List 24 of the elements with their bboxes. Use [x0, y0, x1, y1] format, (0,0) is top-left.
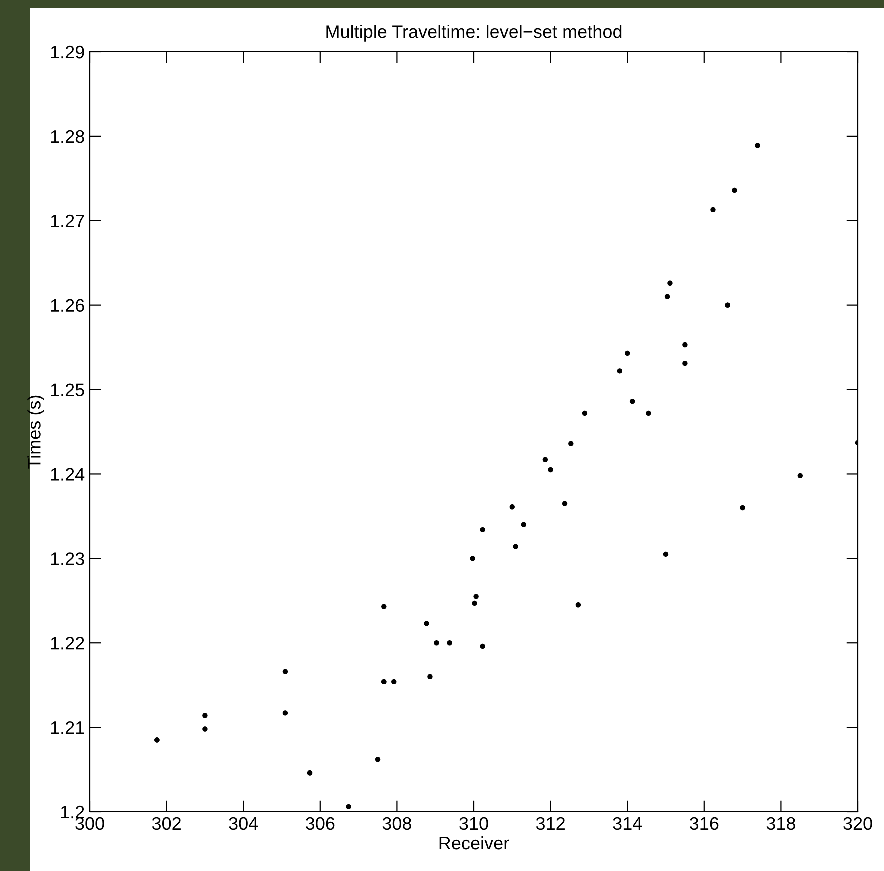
x-tick-label: 308	[382, 817, 412, 830]
y-tick-label: 1.25	[51, 384, 84, 396]
y-tick-label: 1.27	[51, 214, 84, 228]
x-tick-label: 320	[844, 817, 872, 830]
chart-title: Multiple Traveltime: level−set method	[326, 25, 622, 42]
y-tick-label: 1.21	[51, 721, 84, 734]
x-axis-title: Receiver	[440, 836, 510, 850]
x-tick-label: 316	[690, 817, 719, 830]
x-tick-label: 306	[306, 817, 335, 830]
y-tick-label: 1.26	[51, 299, 84, 312]
x-tick-label: 302	[152, 817, 181, 830]
y-tick-label: 1.24	[51, 468, 85, 481]
y-tick-label: 1.23	[51, 552, 84, 566]
x-tick-label: 310	[460, 817, 488, 830]
x-tick-label: 300	[76, 817, 104, 830]
y-tick-label: 1.28	[51, 130, 84, 144]
y-tick-label: 1.2	[61, 806, 84, 819]
y-axis-title: Times (s)	[28, 396, 44, 469]
y-tick-label: 1.22	[51, 637, 84, 650]
x-tick-label: 318	[766, 817, 796, 830]
x-tick-label: 312	[536, 817, 565, 830]
y-tick-label: 1.29	[51, 46, 84, 59]
x-tick-label: 314	[613, 817, 642, 830]
x-tick-label: 304	[229, 817, 258, 830]
